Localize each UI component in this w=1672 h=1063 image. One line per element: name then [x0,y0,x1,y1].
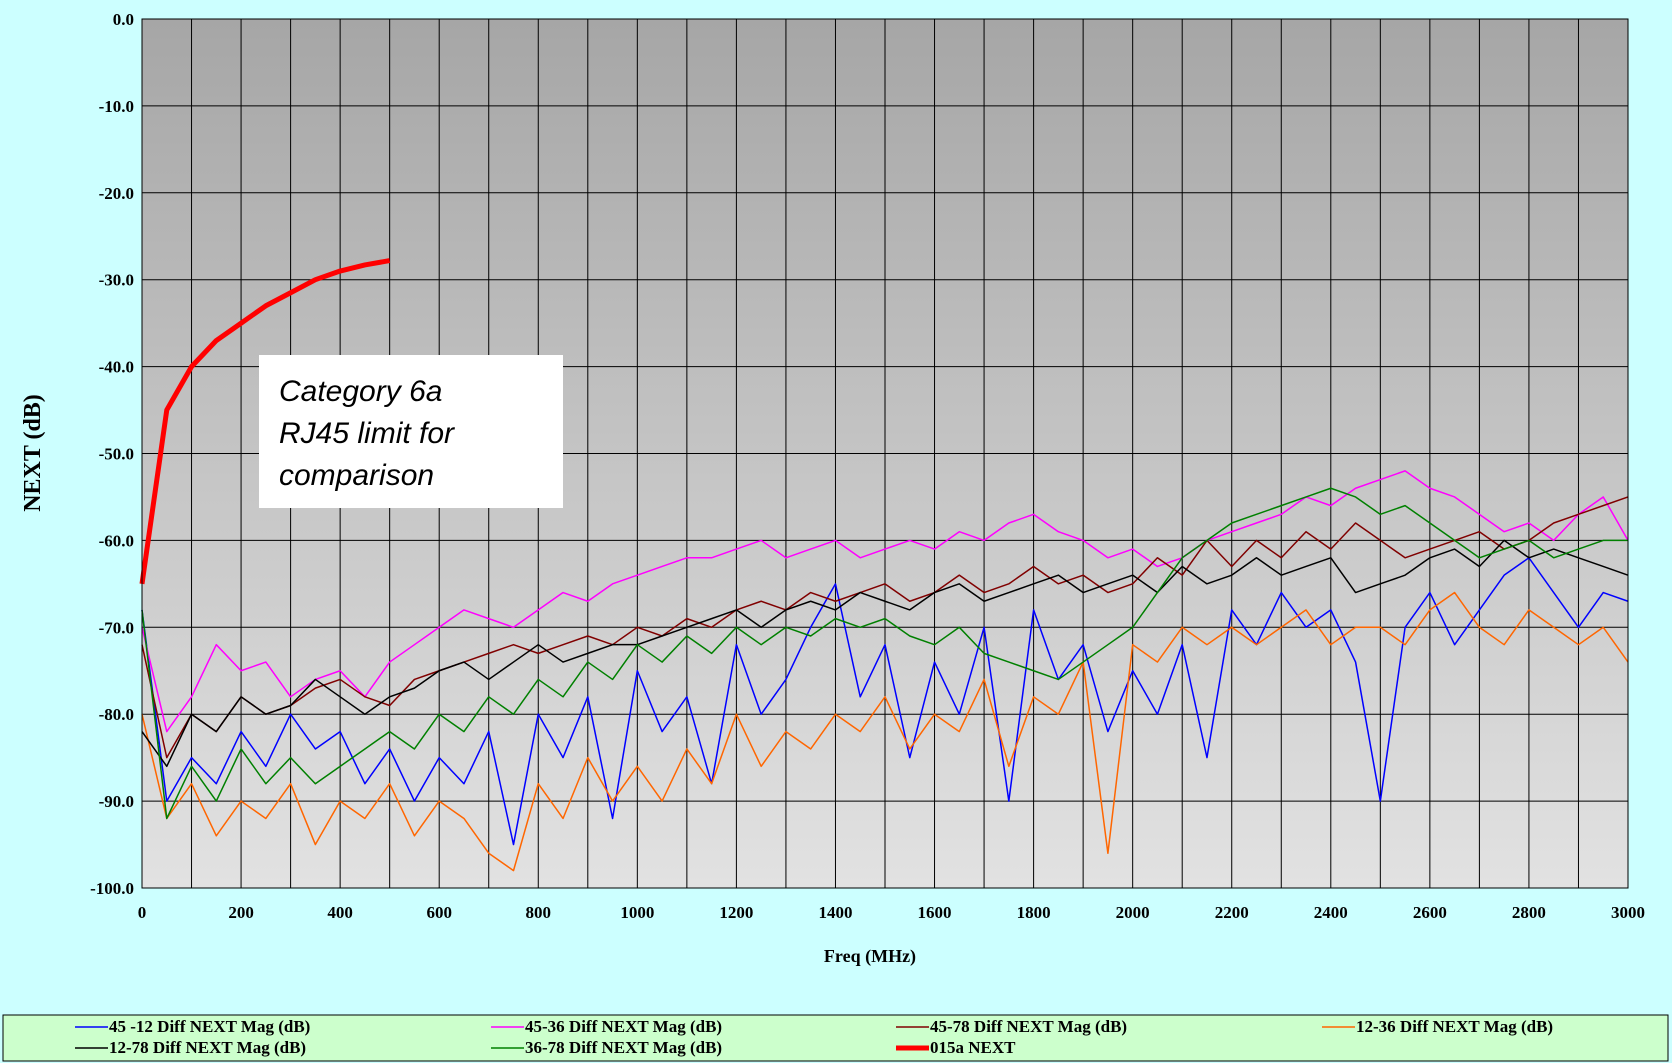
series-line [141,496,1629,759]
series-line [139,258,391,585]
annotation-box [259,355,563,508]
series-line [141,487,1628,820]
series-line [141,539,1629,768]
x-axis-title: Freq (MHz) [824,946,916,967]
y-axis-title: NEXT (dB) [20,394,46,512]
x-tick-label: 2000 [1116,903,1150,922]
legend: 45 -12 Diff NEXT Mag (dB) 45-36 Diff NEXT… [75,1017,1553,1057]
x-tick-label: 800 [526,903,552,922]
y-tick-label: -50.0 [99,445,134,464]
y-tick-label: -70.0 [99,618,134,637]
x-tick-label: 600 [426,903,452,922]
annotation-text: comparison [279,459,434,492]
legend-label: 12-36 Diff NEXT Mag (dB) [1356,1017,1553,1036]
annotation-text: Category 6a [279,375,442,408]
y-tick-label: -10.0 [99,97,134,116]
legend-label: 015a NEXT [930,1038,1016,1057]
annotation-text: RJ45 limit for [279,417,455,450]
y-tick-label: -80.0 [99,705,134,724]
lines [139,258,1629,872]
legend-box [2,1014,1669,1062]
y-tick-label: -40.0 [99,358,134,377]
x-tick-label: 1400 [818,903,852,922]
y-tick-label: -60.0 [99,531,134,550]
x-tick-label: 3000 [1611,903,1645,922]
y-tick-label: -30.0 [99,271,134,290]
annotation: Category 6a RJ45 limit for comparison [279,375,455,492]
x-tick-label: 2600 [1413,903,1447,922]
x-tick-label: 200 [228,903,254,922]
series-line [141,557,1629,846]
x-tick-label: 2200 [1215,903,1249,922]
x-tick-label: 1000 [620,903,654,922]
x-tick-label: 2800 [1512,903,1546,922]
y-tick-label: -20.0 [99,184,134,203]
x-tick-label: 1200 [719,903,753,922]
series-line [141,470,1629,733]
ticks: 0.0 -10.0 -20.0 -30.0 -40.0 -50.0 -60.0 -70.0 -8… [90,10,1645,922]
x-tick-label: 1800 [1017,903,1051,922]
y-tick-label: -100.0 [90,879,134,898]
legend-label: 12-78 Diff NEXT Mag (dB) [109,1038,306,1057]
series-line [141,591,1629,872]
x-tick-label: 0 [138,903,147,922]
x-tick-label: 2400 [1314,903,1348,922]
x-tick-label: 400 [327,903,353,922]
y-tick-label: -90.0 [99,792,134,811]
x-tick-label: 1600 [918,903,952,922]
legend-label: 45-78 Diff NEXT Mag (dB) [930,1017,1127,1036]
y-tick-label: 0.0 [113,10,134,29]
plot-border [141,18,1629,889]
legend-label: 36-78 Diff NEXT Mag (dB) [525,1038,722,1057]
legend-label: 45-36 Diff NEXT Mag (dB) [525,1017,722,1036]
legend-label: 45 -12 Diff NEXT Mag (dB) [109,1017,310,1036]
